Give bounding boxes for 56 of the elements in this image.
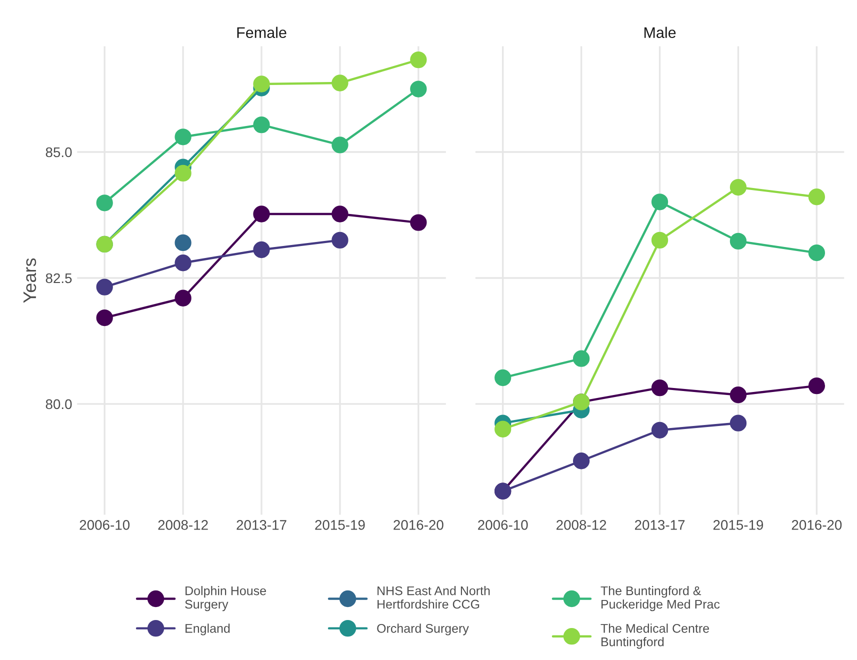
- x-tick-label: 2006-10: [478, 520, 528, 530]
- point: [494, 369, 512, 386]
- legend-label: Dolphin House Surgery: [185, 586, 266, 612]
- x-tick-label: 2008-12: [556, 520, 606, 530]
- legend-label: England: [186, 624, 230, 636]
- point: [174, 290, 192, 306]
- x-tick-label: 2015-19: [713, 520, 764, 530]
- point: [651, 379, 668, 396]
- x-tick-label: 2016-20: [792, 520, 842, 530]
- point: [174, 254, 192, 272]
- point: [651, 422, 668, 438]
- legend-label: NHS East And North Hertfordshire CCG: [378, 586, 490, 609]
- point: [808, 244, 826, 262]
- x-tick-label: 2013-17: [634, 520, 685, 530]
- point: [96, 278, 113, 296]
- point: [253, 206, 270, 222]
- point: [174, 164, 192, 182]
- y-tick-label: 82.5: [46, 273, 72, 284]
- point: [410, 214, 427, 231]
- legend-label: The Buntingford & Puckeridge Med Prac: [600, 586, 720, 612]
- y-tick-label: 80.0: [46, 399, 72, 410]
- y-axis-title: Years: [24, 258, 36, 303]
- point: [410, 80, 427, 98]
- legend-label: Orchard Surgery: [377, 624, 469, 636]
- point: [730, 232, 747, 250]
- point: [808, 188, 826, 206]
- point: [174, 234, 192, 252]
- point: [572, 452, 590, 470]
- point: [174, 128, 192, 146]
- point: [332, 232, 348, 249]
- point: [96, 309, 113, 326]
- point: [332, 136, 348, 154]
- x-tick-label: 2008-12: [158, 520, 208, 530]
- chart-title: Female: [237, 26, 286, 38]
- point: [253, 116, 270, 134]
- x-tick-label: 2006-10: [80, 520, 130, 530]
- point: [808, 377, 826, 394]
- y-tick-label: 85.0: [46, 147, 72, 158]
- point: [730, 178, 747, 196]
- point: [253, 241, 270, 258]
- point: [730, 386, 747, 404]
- point: [96, 194, 113, 212]
- point: [332, 206, 348, 222]
- point: [730, 414, 747, 432]
- x-tick-label: 2015-19: [315, 520, 365, 530]
- point: [572, 350, 590, 367]
- point: [651, 194, 668, 210]
- point: [494, 420, 512, 438]
- point: [651, 232, 668, 249]
- x-tick-label: 2013-17: [236, 520, 286, 530]
- chart-title: Male: [644, 26, 676, 38]
- point: [332, 74, 348, 92]
- point: [410, 51, 427, 68]
- legend-label: The Medical Centre Buntingford: [600, 624, 709, 649]
- x-tick-label: 2016-20: [394, 520, 444, 530]
- point: [253, 76, 270, 92]
